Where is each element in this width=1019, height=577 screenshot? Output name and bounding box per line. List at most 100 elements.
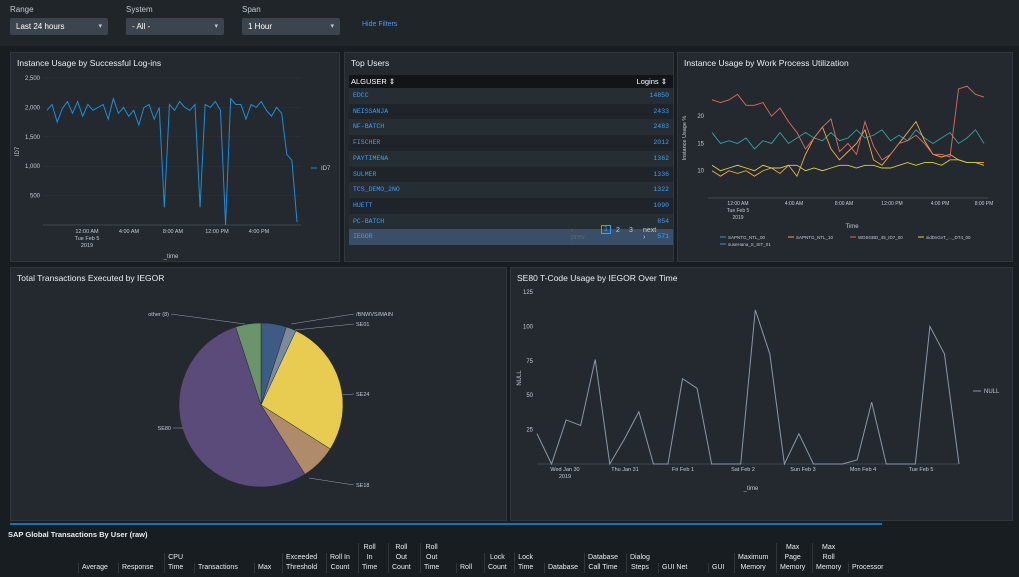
system-filter: System - All - ▾ <box>126 5 224 35</box>
x-tick-label: 12:00 AM Tue Feb 5 2019 <box>727 201 750 221</box>
x-tick-label: 4:00 PM <box>931 201 950 207</box>
user-link[interactable]: IEGOR <box>353 233 373 241</box>
column-header[interactable]: Exceeded Threshold <box>282 553 320 573</box>
table-row[interactable]: TCS_DEMO_2NO 1322 <box>349 182 673 198</box>
x-tick-label: Mon Feb 4 <box>850 467 876 473</box>
y-tick-label: 2,500 <box>25 76 41 82</box>
range-select[interactable]: Last 24 hours ▾ <box>10 18 108 35</box>
table-header: ALGUSER ⇕ Logins ⇕ <box>349 75 673 88</box>
column-header[interactable]: Maximum Memory <box>734 553 771 573</box>
user-link[interactable]: PC-BATCH <box>353 217 385 225</box>
y-axis-label: Instance Usage % <box>682 116 688 161</box>
logins-value[interactable]: 2433 <box>653 107 669 115</box>
table-row[interactable]: SULMER 1336 <box>349 166 673 183</box>
user-link[interactable]: NF-BATCH <box>353 123 385 131</box>
column-header[interactable]: Database Call Time <box>584 553 621 573</box>
prev-page-link[interactable]: ‹ prev <box>571 227 585 241</box>
y-tick-label: 25 <box>526 428 533 434</box>
legend-label: sidDvGvT_..._DT4_00 <box>926 235 971 240</box>
logins-value[interactable]: 2012 <box>653 139 669 147</box>
page-1-link[interactable]: 1 <box>601 225 611 234</box>
pie-label: SE01 <box>356 322 369 328</box>
column-header[interactable]: Lock Count <box>484 553 510 573</box>
global-transactions-title: SAP Global Transactions By User (raw) <box>8 530 148 539</box>
x-axis-label: _time <box>163 254 179 260</box>
x-tick-label: 8:00 AM <box>163 229 184 235</box>
column-header[interactable]: Roll In Time <box>358 543 380 573</box>
range-filter: Range Last 24 hours ▾ <box>10 5 108 35</box>
span-select[interactable]: 1 Hour ▾ <box>242 18 340 35</box>
x-axis-label: Time <box>845 224 859 230</box>
user-link[interactable]: FISCHER <box>353 139 381 147</box>
next-page-link[interactable]: next › <box>643 227 657 241</box>
y-tick-label: 100 <box>523 324 534 330</box>
user-link[interactable]: PAYTIMENA <box>353 154 389 162</box>
column-header[interactable]: GUI <box>708 563 727 573</box>
user-link[interactable]: NEISSANJA <box>353 107 389 115</box>
logins-value[interactable]: 1362 <box>653 154 669 162</box>
column-header[interactable]: Roll Out Count <box>388 543 414 573</box>
column-header[interactable]: Transactions <box>194 563 241 573</box>
logins-value[interactable]: 1322 <box>653 186 669 194</box>
logins-value[interactable]: 1090 <box>653 201 669 209</box>
top-users-panel: Top Users ALGUSER ⇕ Logins ⇕ EDCC 14850 NE… <box>344 52 674 262</box>
x-tick-label: Fri Feb 1 <box>672 467 694 473</box>
page-2-link[interactable]: 2 <box>616 227 620 234</box>
logins-value[interactable]: 854 <box>657 217 669 225</box>
column-header[interactable]: CPU Time <box>164 553 186 573</box>
column-header[interactable]: Lock Time <box>514 553 536 573</box>
series-line <box>711 129 985 150</box>
user-link[interactable]: HUETT <box>353 201 373 209</box>
column-header[interactable]: Roll <box>456 563 475 573</box>
column-header[interactable]: Roll In Count <box>326 553 353 573</box>
column-header[interactable]: GUI Net <box>658 563 690 573</box>
column-header[interactable]: Database <box>544 563 581 573</box>
user-link[interactable]: EDCC <box>353 92 369 99</box>
panel-title: SE80 T-Code Usage by IEGOR Over Time <box>517 273 678 283</box>
column-header[interactable]: Processor <box>848 563 887 573</box>
column-header[interactable]: Max Page Memory <box>776 543 808 573</box>
column-header[interactable]: Roll Out Time <box>420 543 442 573</box>
pie-leader-line <box>170 313 246 325</box>
y-tick-label: 2,000 <box>25 105 41 111</box>
panel-title: Total Transactions Executed by IEGOR <box>17 273 165 283</box>
se80-usage-chart: 125 100 75 50 25 Wed Jan 30 2019 Thu Jan 31 Fri … <box>517 290 1000 492</box>
table-row[interactable]: PAYTIMENA 1362 <box>349 150 673 167</box>
panel-title: Instance Usage by Work Process Utilizati… <box>684 58 849 68</box>
user-link[interactable]: SULMER <box>353 170 377 178</box>
column-header[interactable]: Dialog Steps <box>626 553 653 573</box>
column-header[interactable]: Max Roll Memory <box>812 543 844 573</box>
table-row[interactable]: IEGOR 571 <box>349 229 673 245</box>
series-line-null <box>536 309 960 466</box>
work-process-panel: Instance Usage by Work Process Utilizati… <box>677 52 1013 262</box>
table-row[interactable]: PC-BATCH 854 <box>349 213 673 230</box>
user-link[interactable]: TCS_DEMO_2NO <box>353 186 400 194</box>
y-tick-label: 10 <box>697 169 704 175</box>
x-tick-label: 12:00 AM Tue Feb 5 2019 <box>75 229 100 249</box>
chevron-down-icon: ▾ <box>330 23 334 30</box>
logins-value[interactable]: 14850 <box>649 92 669 99</box>
pie-slice <box>260 330 344 450</box>
table-row[interactable]: EDCC 14850 <box>349 88 673 104</box>
logins-value[interactable]: 1336 <box>653 170 669 178</box>
pie-leader-line <box>294 323 355 331</box>
table-row[interactable]: HUETT 1090 <box>349 197 673 214</box>
column-header-logins[interactable]: Logins ⇕ <box>636 77 667 86</box>
column-header[interactable]: Average <box>78 563 111 573</box>
x-tick-label: 4:00 PM <box>249 229 270 235</box>
x-tick-label: Thu Jan 31 <box>611 467 639 473</box>
column-header-user[interactable]: ALGUSER ⇕ <box>351 77 396 86</box>
hide-filters-link[interactable]: Hide Filters <box>362 21 398 28</box>
table-row[interactable]: FISCHER 2012 <box>349 135 673 151</box>
table-row[interactable]: NF-BATCH 2483 <box>349 119 673 136</box>
table-row[interactable]: NEISSANJA 2433 <box>349 103 673 120</box>
pie-label: /BNWVS/MAIN <box>356 312 393 318</box>
logins-value[interactable]: 2483 <box>653 123 669 131</box>
system-select[interactable]: - All - ▾ <box>126 18 224 35</box>
panel-title: Instance Usage by Successful Log-ins <box>17 58 162 68</box>
page-3-link[interactable]: 3 <box>629 227 633 234</box>
column-header[interactable]: Response <box>118 563 157 573</box>
loading-progress-bar <box>10 523 882 525</box>
logins-value[interactable]: 571 <box>657 233 669 241</box>
column-header[interactable]: Max <box>254 563 274 573</box>
